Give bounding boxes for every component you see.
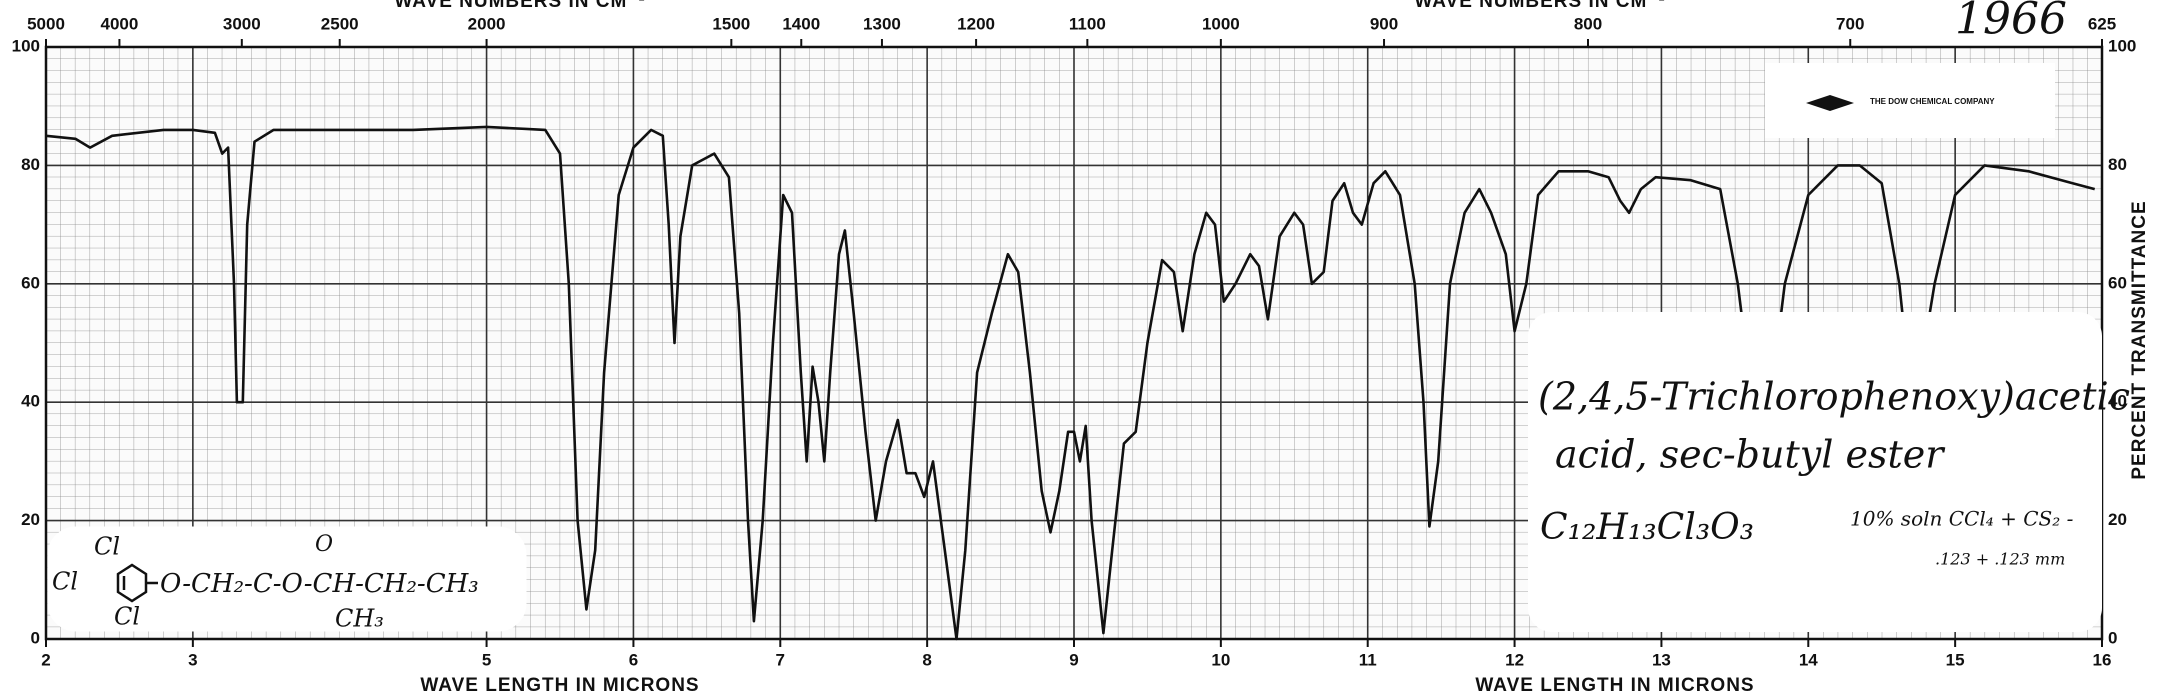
x-tick-label: 14	[1799, 650, 1818, 669]
x-tick-label: 15	[1946, 650, 1965, 669]
x-tick-label: 7	[776, 650, 785, 669]
x-axis-label: WAVE LENGTH IN MICRONS	[1475, 675, 1754, 696]
x-tick-label: 13	[1652, 650, 1671, 669]
structure-text: Cl	[94, 533, 120, 561]
structure-box	[47, 526, 527, 632]
y-tick-label: 20	[2108, 510, 2127, 529]
x2-tick-label: 900	[1370, 14, 1398, 33]
y-tick-label: 20	[21, 510, 40, 529]
x-tick-label: 3	[188, 650, 197, 669]
x2-tick-label: 1500	[712, 14, 750, 33]
y-axis-label: PERCENT TRANSMITTANCE	[2129, 200, 2150, 479]
conditions: .123 + .123 mm	[1935, 550, 2065, 569]
x-tick-label: 8	[922, 650, 931, 669]
structure-text: O-CH₂-C-O-CH-CH₂-CH₃	[160, 569, 479, 599]
y-tick-label: 40	[2108, 392, 2127, 411]
year: 1966	[1955, 0, 2067, 45]
x-tick-label: 2	[41, 650, 50, 669]
x-tick-label: 9	[1069, 650, 1078, 669]
structure-text: Cl	[114, 603, 140, 631]
y-tick-label: 40	[21, 392, 40, 411]
y-tick-label: 60	[2108, 273, 2127, 292]
x-tick-label: 6	[629, 650, 638, 669]
structure-text: CH₃	[335, 605, 384, 633]
y-tick-label: 0	[31, 628, 40, 647]
structure-text: Cl	[52, 568, 78, 596]
x2-tick-label: 700	[1836, 14, 1864, 33]
x-tick-label: 11	[1359, 650, 1377, 669]
compound-name: (2,4,5-Trichlorophenoxy)acetic	[1538, 375, 2130, 419]
conditions: 10% soln CCl₄ + CS₂ -	[1850, 507, 2074, 531]
x-tick-label: 12	[1505, 650, 1524, 669]
compound-box	[1528, 312, 2102, 632]
y-tick-label: 100	[12, 36, 40, 55]
x2-tick-label: 1200	[957, 14, 995, 33]
x2-tick-label: 2000	[468, 14, 506, 33]
x2-tick-label: 3000	[223, 14, 261, 33]
x2-tick-label: 1300	[863, 14, 901, 33]
x2-tick-label: 1100	[1069, 14, 1106, 33]
x2-tick-label: 4000	[101, 14, 139, 33]
y-tick-label: 0	[2108, 628, 2117, 647]
x2-tick-label: 625	[2088, 14, 2116, 33]
x-tick-label: 5	[482, 650, 491, 669]
x-tick-label: 10	[1211, 650, 1230, 669]
x2-tick-label: 2500	[321, 14, 359, 33]
logo-box	[1765, 63, 2055, 138]
x2-tick-label: 1400	[782, 14, 820, 33]
x-axis-label: WAVE LENGTH IN MICRONS	[420, 675, 699, 696]
y-tick-label: 100	[2108, 36, 2136, 55]
formula: C₁₂H₁₃Cl₃O₃	[1540, 507, 1754, 548]
company-name: THE DOW CHEMICAL COMPANY	[1870, 97, 1995, 106]
x2-tick-label: 5000	[27, 14, 65, 33]
spectrum-line	[45, 125, 2096, 641]
x2-tick-label: 1000	[1202, 14, 1240, 33]
x2-axis-label: WAVE NUMBERS IN CM⁻¹	[1414, 0, 1665, 12]
structure-text: O	[315, 532, 333, 557]
logo-diamond	[1806, 95, 1854, 111]
y-tick-label: 80	[21, 155, 40, 174]
y-tick-label: 60	[21, 273, 40, 292]
x2-tick-label: 800	[1574, 14, 1602, 33]
x-tick-label: 16	[2093, 650, 2112, 669]
y-tick-label: 80	[2108, 155, 2127, 174]
x2-axis-label: WAVE NUMBERS IN CM⁻¹	[394, 0, 645, 12]
benzene-ring	[116, 563, 158, 603]
compound-name: acid, sec-butyl ester	[1555, 433, 1946, 477]
